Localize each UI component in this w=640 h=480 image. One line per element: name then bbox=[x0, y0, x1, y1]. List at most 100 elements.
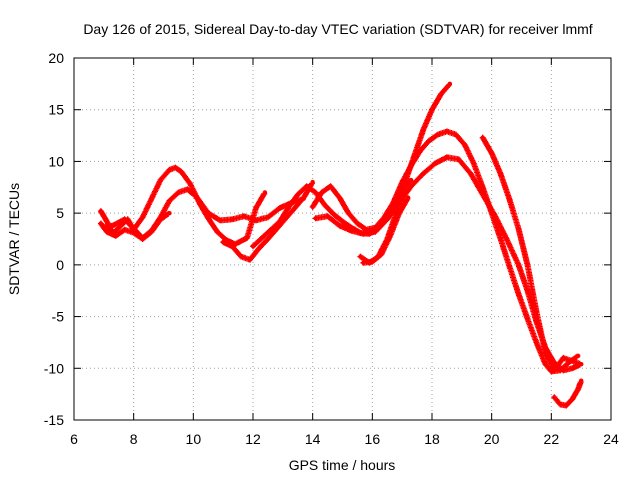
data-point bbox=[349, 228, 354, 233]
data-point bbox=[561, 355, 566, 361]
data-point bbox=[444, 129, 450, 134]
data-point bbox=[402, 179, 408, 185]
data-point bbox=[411, 154, 417, 159]
data-point bbox=[215, 229, 220, 234]
data-point bbox=[140, 236, 145, 242]
data-point bbox=[179, 169, 184, 174]
data-point bbox=[498, 236, 503, 242]
data-point bbox=[140, 215, 145, 220]
data-point bbox=[516, 291, 521, 297]
data-point bbox=[543, 350, 548, 355]
data-point bbox=[331, 211, 336, 217]
data-point bbox=[370, 259, 375, 264]
series-track-k bbox=[551, 378, 584, 409]
data-point bbox=[268, 227, 274, 232]
data-point bbox=[313, 216, 318, 221]
x-tick-label: 12 bbox=[245, 431, 261, 447]
series-track-f bbox=[309, 128, 581, 375]
data-point bbox=[504, 236, 509, 242]
series-track-i bbox=[360, 195, 411, 266]
data-point bbox=[420, 128, 426, 133]
data-point bbox=[438, 92, 444, 97]
data-point bbox=[277, 205, 283, 211]
data-point bbox=[229, 244, 235, 249]
data-point bbox=[149, 229, 154, 234]
data-point bbox=[516, 262, 521, 268]
data-point bbox=[113, 233, 118, 239]
data-point bbox=[480, 192, 485, 197]
data-point bbox=[432, 161, 438, 166]
data-point bbox=[265, 236, 271, 242]
data-point bbox=[444, 155, 450, 160]
data-point bbox=[277, 219, 283, 224]
data-point bbox=[98, 221, 104, 226]
data-point bbox=[396, 210, 402, 216]
data-point bbox=[185, 187, 190, 192]
data-point bbox=[167, 167, 172, 172]
data-point bbox=[453, 132, 459, 137]
data-point bbox=[558, 402, 563, 407]
y-tick-label: -5 bbox=[52, 309, 65, 325]
data-point bbox=[379, 252, 384, 257]
data-point bbox=[313, 190, 318, 195]
series-track-a bbox=[97, 164, 268, 248]
data-point bbox=[122, 217, 127, 222]
data-point bbox=[295, 192, 300, 197]
data-point bbox=[552, 395, 557, 400]
data-point bbox=[385, 217, 390, 222]
data-point bbox=[253, 218, 259, 223]
data-point bbox=[262, 190, 268, 195]
data-point bbox=[471, 161, 476, 166]
data-point bbox=[570, 358, 575, 364]
data-point bbox=[310, 179, 315, 185]
x-tick-label: 24 bbox=[603, 431, 619, 447]
data-point bbox=[265, 215, 271, 220]
data-point bbox=[525, 316, 530, 321]
data-point bbox=[480, 135, 485, 140]
plot-frame bbox=[73, 57, 612, 421]
data-point bbox=[575, 353, 581, 359]
x-tick-label: 8 bbox=[130, 431, 138, 447]
data-point bbox=[570, 397, 575, 402]
data-point bbox=[405, 195, 411, 200]
data-point bbox=[534, 309, 539, 314]
data-point bbox=[328, 184, 333, 189]
data-point bbox=[543, 361, 548, 367]
y-tick-label: -10 bbox=[44, 360, 64, 376]
data-point bbox=[244, 235, 250, 241]
data-point bbox=[516, 226, 521, 231]
data-point bbox=[575, 386, 581, 392]
x-tick-label: 6 bbox=[70, 431, 78, 447]
data-point bbox=[468, 171, 473, 177]
x-tick-label: 14 bbox=[305, 431, 321, 447]
series-track-d bbox=[220, 179, 315, 263]
data-point bbox=[340, 219, 345, 224]
data-point bbox=[167, 198, 172, 203]
data-point bbox=[578, 361, 584, 367]
data-point bbox=[104, 219, 110, 224]
data-point bbox=[507, 264, 512, 270]
data-point bbox=[507, 197, 512, 202]
data-point bbox=[408, 184, 414, 189]
data-point bbox=[498, 171, 503, 177]
data-point bbox=[322, 202, 327, 208]
y-tick-label: 20 bbox=[48, 50, 64, 66]
data-point bbox=[286, 204, 291, 210]
data-point bbox=[456, 157, 462, 162]
data-point bbox=[435, 132, 441, 137]
chart-title: Day 126 of 2015, Sidereal Day-to-day VTE… bbox=[83, 21, 592, 37]
data-point bbox=[158, 177, 163, 183]
data-point bbox=[241, 214, 247, 219]
data-point bbox=[426, 138, 432, 143]
data-point bbox=[358, 254, 363, 259]
data-point bbox=[206, 210, 211, 216]
data-point bbox=[564, 403, 569, 408]
x-tick-label: 10 bbox=[186, 431, 202, 447]
data-point bbox=[173, 165, 178, 170]
x-tick-label: 20 bbox=[484, 431, 500, 447]
data-point bbox=[247, 257, 253, 262]
data-point bbox=[561, 368, 566, 373]
y-tick-label: 10 bbox=[48, 153, 64, 169]
x-tick-label: 22 bbox=[544, 431, 560, 447]
